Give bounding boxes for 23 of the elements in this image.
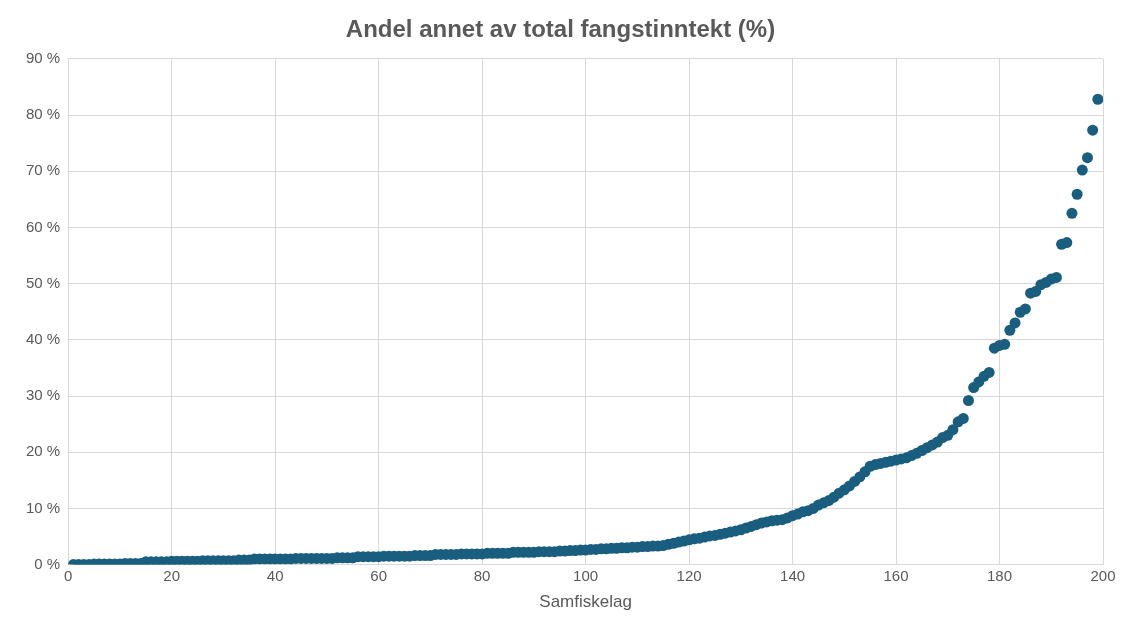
- y-tick-label: 70 %: [25, 161, 61, 179]
- y-tick-label: 10 %: [25, 498, 61, 516]
- x-tick-label: 200: [1090, 566, 1116, 584]
- y-tick-label: 80 %: [25, 105, 61, 123]
- x-tick-label: 100: [573, 566, 599, 584]
- y-tick-label: 20 %: [25, 442, 61, 460]
- y-tick-label: 60 %: [25, 217, 61, 235]
- y-tick-label: 30 %: [25, 386, 61, 404]
- x-tick-label: 180: [987, 566, 1013, 584]
- y-tick-label: 90 %: [25, 48, 61, 66]
- x-axis-title: Samfiskelag: [539, 592, 632, 612]
- x-tick-label: 120: [676, 566, 702, 584]
- y-tick-label: 50 %: [25, 273, 61, 291]
- x-tick-label: 60: [370, 566, 387, 584]
- x-tick-label: 20: [163, 566, 181, 584]
- x-tick-label: 40: [266, 566, 284, 584]
- x-tick-label: 80: [473, 566, 491, 584]
- x-tick-label: 160: [883, 566, 909, 584]
- y-tick-label: 40 %: [25, 329, 61, 347]
- x-tick-label: 140: [780, 566, 806, 584]
- x-tick-label: 0: [64, 566, 73, 584]
- chart-title: Andel annet av total fangstinntekt (%): [345, 15, 776, 43]
- y-tick-label: 0 %: [34, 554, 61, 572]
